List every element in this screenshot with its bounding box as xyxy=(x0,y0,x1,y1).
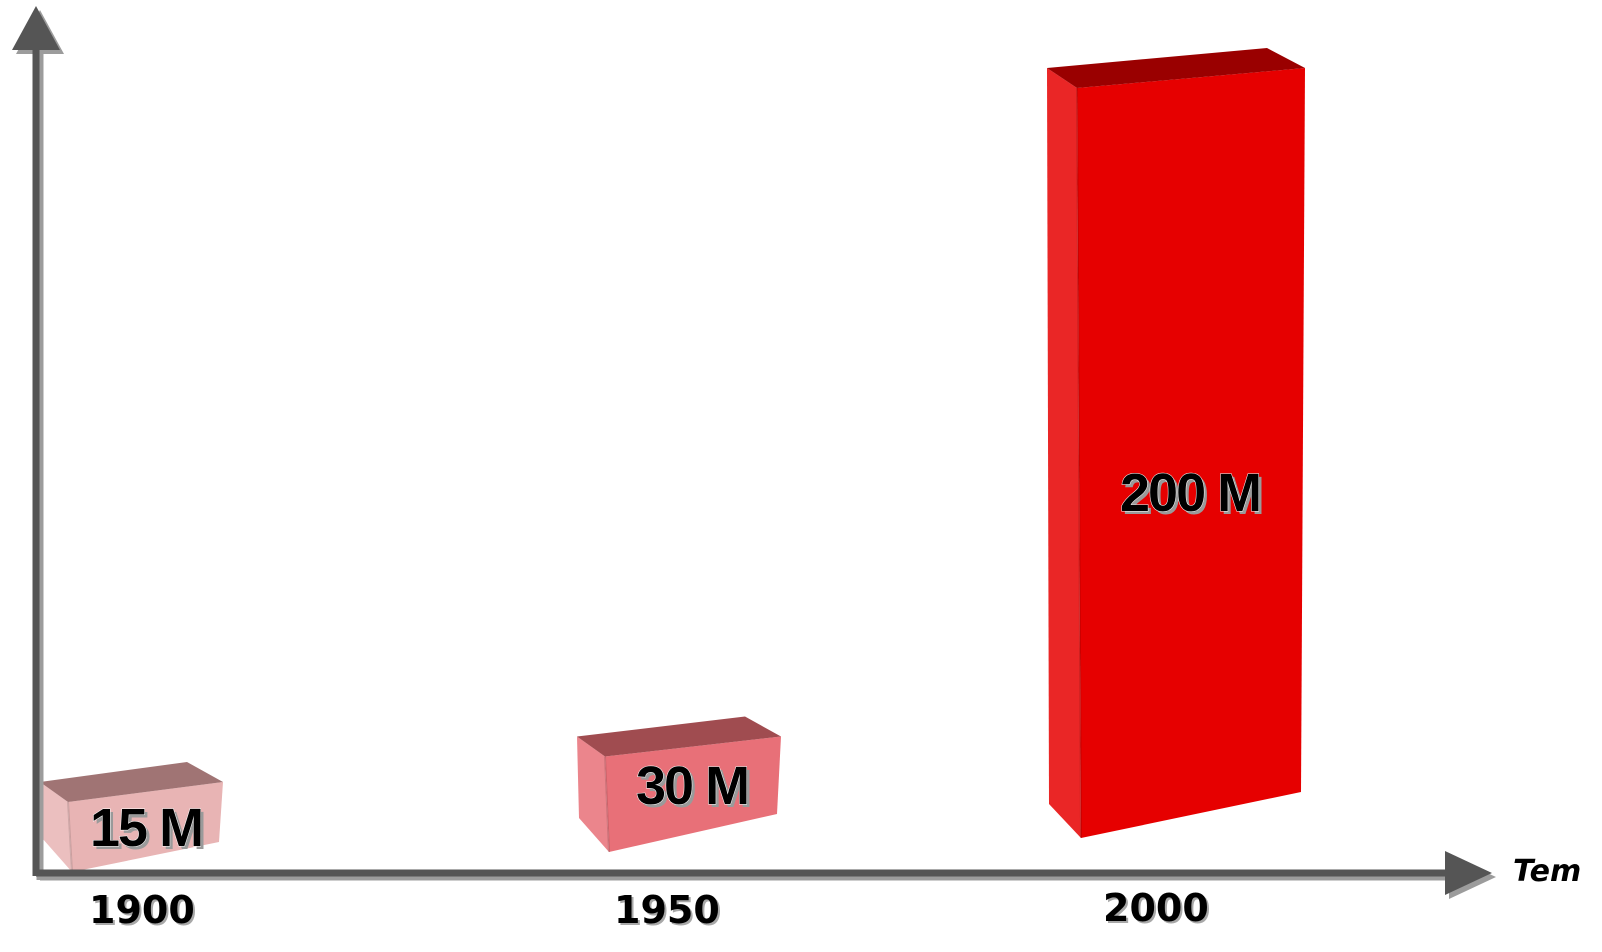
bar-top-face xyxy=(1047,48,1305,88)
bar-edge xyxy=(604,756,610,853)
x-axis-title: Tem xyxy=(1513,854,1581,889)
bar-2000 xyxy=(1047,48,1305,839)
bar-top-face xyxy=(40,762,223,802)
tick-label: 1900 xyxy=(89,888,195,932)
bar-top-face xyxy=(577,716,781,757)
value-label: 200 M xyxy=(1120,463,1260,523)
tick-label-shadow: 1900 xyxy=(91,890,197,934)
bar-side-face xyxy=(40,782,72,872)
value-label: 15 M xyxy=(90,798,202,858)
value-label-shadow: 200 M xyxy=(1123,466,1263,526)
x-axis-arrow xyxy=(1445,851,1492,895)
bar-front-face xyxy=(605,736,781,852)
bar-side-face xyxy=(1047,68,1081,838)
bar-front-face xyxy=(1077,68,1305,838)
tick-label-shadow: 2000 xyxy=(1105,888,1211,932)
axes xyxy=(12,6,1492,895)
value-label: 30 M xyxy=(636,756,748,816)
bar-edge xyxy=(1076,87,1082,839)
tick-label-shadow: 1950 xyxy=(616,890,722,934)
y-axis-arrow xyxy=(12,6,60,50)
bar-1900 xyxy=(40,762,223,873)
tick-label: 1950 xyxy=(614,888,720,932)
tick-label: 2000 xyxy=(1103,886,1209,930)
value-label-shadow: 15 M xyxy=(93,801,205,861)
value-label-shadow: 30 M xyxy=(639,759,751,819)
bar-front-face xyxy=(68,782,223,872)
bars-layer xyxy=(40,48,1305,873)
bar-side-face xyxy=(577,736,609,852)
bar-edge xyxy=(67,801,73,873)
bar-1950 xyxy=(577,716,781,853)
